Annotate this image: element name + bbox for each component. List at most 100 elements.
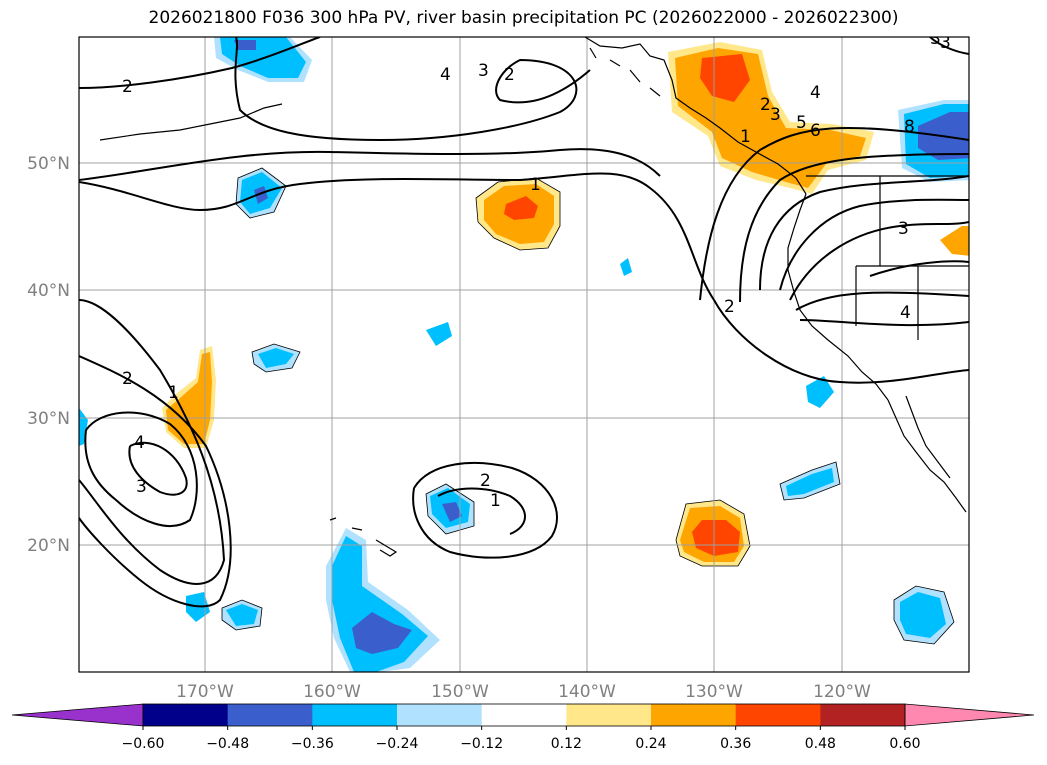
colorbar-segment xyxy=(566,704,652,726)
coast-baja xyxy=(887,399,967,513)
colorbar-tick-label: −0.36 xyxy=(291,736,334,752)
colorbar-segment xyxy=(651,704,737,726)
fill-west-orange xyxy=(166,352,212,444)
alaska-islands xyxy=(589,47,661,97)
aleutians xyxy=(99,103,283,141)
fill-163w-sky xyxy=(258,348,294,368)
contour-sw-core xyxy=(128,441,188,496)
colorbar-segment xyxy=(143,704,229,726)
fill-central-red xyxy=(504,196,538,220)
lon-label: 130°W xyxy=(685,682,743,702)
fill-122w-32n xyxy=(806,376,834,408)
contour-label: 1 xyxy=(740,127,751,147)
contour-1-long xyxy=(79,172,969,384)
contour-label: 2 xyxy=(480,471,491,491)
contour-east-4 xyxy=(869,260,969,277)
contour-label: 2 xyxy=(760,95,771,115)
contour-sw-inner xyxy=(84,411,198,528)
fill-pnw-red xyxy=(700,54,750,102)
colorbar-tick-label: 0.36 xyxy=(720,736,751,752)
fill-137w-tiny xyxy=(620,258,632,276)
fill-150w-royal xyxy=(442,502,462,522)
contour-label: 3 xyxy=(136,477,147,497)
contour-label: 8 xyxy=(904,117,915,137)
contour-label: 3 xyxy=(940,33,951,53)
coast-westcoast xyxy=(787,193,889,401)
contour-label: 3 xyxy=(770,105,781,125)
lat-label: 20°N xyxy=(27,536,70,556)
contour-label: 1 xyxy=(530,175,541,195)
colorbar-tick-label: −0.12 xyxy=(460,736,503,752)
fill-east-orange xyxy=(940,226,969,256)
contour-2-ridge xyxy=(699,126,969,301)
hawaii-islands xyxy=(329,517,398,557)
colorbar-tick-label: −0.24 xyxy=(376,736,419,752)
contour-east-top xyxy=(929,37,969,55)
fill-166w-royal xyxy=(254,186,268,204)
contour-sw-mid xyxy=(79,299,226,585)
contour-label: 2 xyxy=(724,297,735,317)
contour-hi-2 xyxy=(437,487,526,535)
fill-south-red xyxy=(692,520,740,556)
lon-label: 120°W xyxy=(813,682,871,702)
lon-labels: 170°W 160°W 150°W 140°W 130°W 120°W xyxy=(176,682,871,702)
lon-label: 160°W xyxy=(303,682,361,702)
colorbar-segment xyxy=(735,704,821,726)
fill-hawaii-royal xyxy=(352,612,412,654)
contour-label: 2 xyxy=(122,77,133,97)
lon-label: 150°W xyxy=(431,682,489,702)
colorbar-segment xyxy=(820,704,906,726)
lon-label: 170°W xyxy=(176,682,234,702)
contour-label: 1 xyxy=(490,491,501,511)
lat-label: 40°N xyxy=(27,281,70,301)
colorbar-tick-label: 0.24 xyxy=(635,736,666,752)
contour-sw-outer xyxy=(79,355,232,608)
lat-label: 30°N xyxy=(27,409,70,429)
colorbar-tick-label: 0.48 xyxy=(805,736,836,752)
pv-contours xyxy=(79,37,969,608)
lon-label: 140°W xyxy=(558,682,616,702)
contour-label: 3 xyxy=(478,61,489,81)
contour-north-arc xyxy=(234,37,591,142)
graticule xyxy=(79,37,969,672)
contour-label: 4 xyxy=(440,65,451,85)
contour-1-upper xyxy=(79,148,661,181)
contour-label: 2 xyxy=(504,65,515,85)
contour-label: 2 xyxy=(122,369,133,389)
colorbar-tick-label: 0.12 xyxy=(551,736,582,752)
contour-label: 3 xyxy=(898,219,909,239)
contour-label: 3 xyxy=(930,29,941,49)
contour-label-group: 2 4 3 2 3 1 1 2 3 4 5 6 8 3 2 4 1 2 4 3 … xyxy=(122,29,951,511)
contour-label: 4 xyxy=(810,83,821,103)
map-frame xyxy=(78,36,970,673)
map-title: 2026021800 F036 300 hPa PV, river basin … xyxy=(148,8,899,28)
contour-label: 5 xyxy=(796,113,807,133)
coastlines xyxy=(99,37,969,557)
contour-label: 6 xyxy=(810,121,821,141)
lat-label: 50°N xyxy=(27,154,70,174)
colorbar-tick-label: −0.60 xyxy=(122,736,165,752)
colorbar-segment xyxy=(397,704,483,726)
contour-label: 4 xyxy=(134,433,145,453)
lat-labels: 50°N 40°N 30°N 20°N xyxy=(27,154,70,556)
contour-trough-2 xyxy=(779,198,969,291)
colorbar-tick-label: 0.60 xyxy=(889,736,920,752)
colorbar-tick-label: −0.48 xyxy=(206,736,249,752)
colorbar-segment xyxy=(312,704,398,726)
fill-alaska-royal xyxy=(234,40,256,50)
coast-alaska xyxy=(584,37,807,195)
fill-baja-sky xyxy=(786,468,834,496)
contour-label: 1 xyxy=(168,383,179,403)
colorbar-extend-high xyxy=(904,703,1035,727)
colorbar: −0.60 −0.48 −0.36 −0.24 −0.12 0.12 0.24 0.36 0.4… xyxy=(11,703,1035,752)
contour-3-ridge xyxy=(739,153,969,303)
contour-trough-3 xyxy=(789,221,969,301)
colorbar-segment xyxy=(481,704,567,726)
coast-baja-peninsula xyxy=(905,395,951,479)
fill-se-sky xyxy=(900,592,946,638)
contour-label: 4 xyxy=(900,303,911,323)
contour-north-2 xyxy=(79,37,321,89)
contour-trough-5 xyxy=(799,319,969,327)
contour-trough-4 xyxy=(795,291,969,311)
